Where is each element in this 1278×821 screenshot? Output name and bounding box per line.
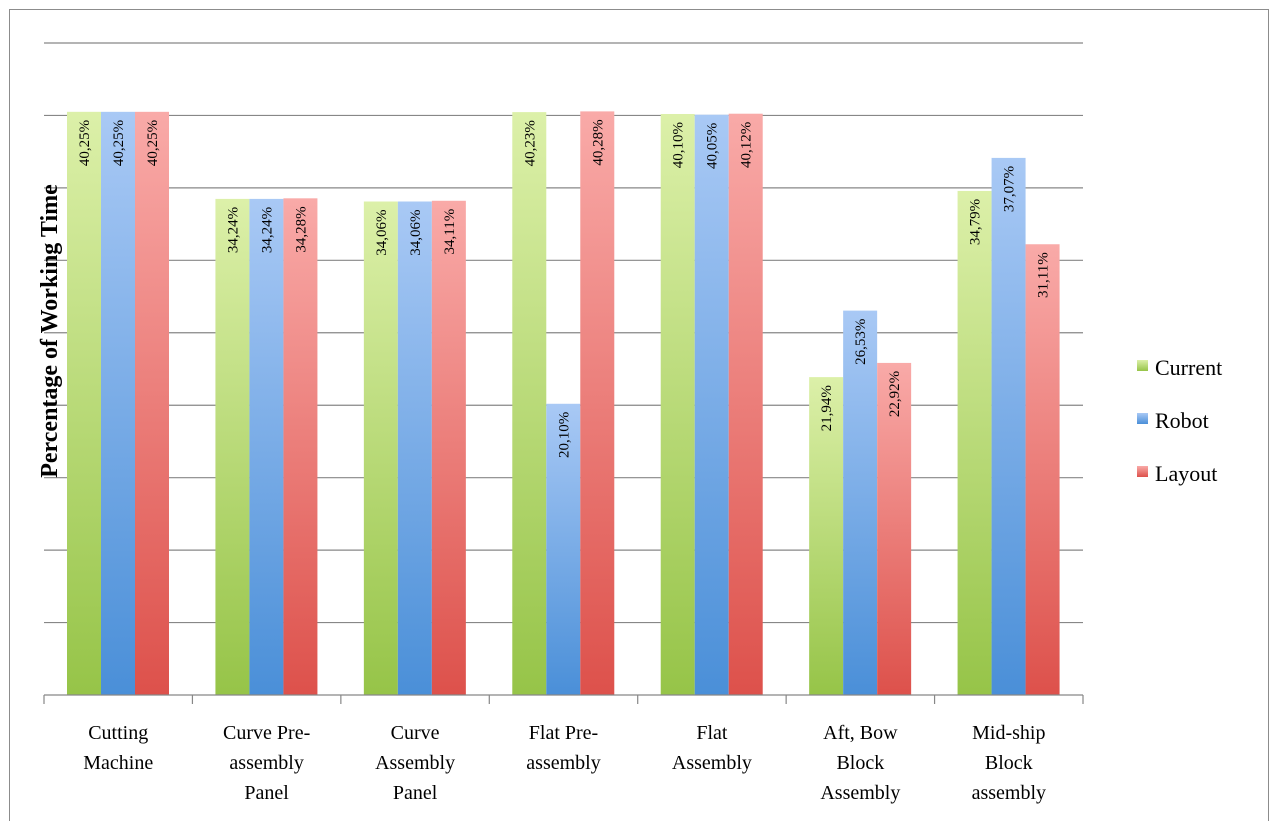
data-label: 34,06% — [374, 210, 390, 256]
data-label: 40,25% — [77, 120, 93, 166]
data-label: 40,05% — [705, 123, 721, 169]
y-axis-title: Percentage of Working Time — [37, 184, 63, 478]
x-tick-label: Flat Pre-assembly — [526, 722, 600, 774]
bar-current — [660, 113, 695, 696]
bar-robot — [249, 198, 284, 695]
data-label: 40,12% — [739, 122, 755, 168]
bar-current — [512, 112, 547, 695]
x-tick-labels: Cutting Machine Curve Pre-assembly Panel Cur… — [83, 722, 1046, 804]
bar-robot — [694, 114, 729, 696]
data-label: 31,11% — [1036, 252, 1052, 298]
bar-robot — [397, 201, 432, 696]
bar-layout — [1025, 244, 1060, 695]
data-label: 40,28% — [590, 119, 606, 165]
data-label: 40,25% — [145, 120, 161, 166]
data-label: 20,10% — [556, 412, 572, 458]
data-label: 40,23% — [522, 120, 538, 166]
x-tick-label: Mid-ship Block assembly — [972, 722, 1046, 804]
data-label: 34,24% — [225, 207, 241, 253]
data-labels: 40,25% 34,24% 34,06% 40,23% 40,10% 21,94% 34,7… — [77, 119, 1052, 458]
legend-swatch-robot — [1137, 413, 1148, 424]
bar-robot — [546, 403, 581, 695]
x-tick-label: Flat Assembly — [672, 722, 752, 774]
legend-label-layout: Layout — [1155, 461, 1217, 486]
bar-current — [809, 377, 844, 695]
x-tick-label: Aft, Bow Block Assembly — [820, 722, 900, 804]
bar-layout — [431, 200, 466, 695]
legend: Current Robot Layout — [1137, 355, 1222, 486]
data-label: 34,06% — [408, 210, 424, 256]
legend-swatch-current — [1137, 360, 1148, 371]
legend-label-current: Current — [1155, 355, 1222, 380]
x-tick-label: Cutting Machine — [83, 722, 153, 774]
data-label: 40,10% — [671, 122, 687, 168]
x-tick-label: Curve Pre-assembly Panel — [223, 722, 310, 804]
bar-current — [215, 198, 250, 695]
data-label: 34,11% — [442, 209, 458, 255]
bar-robot — [843, 310, 878, 695]
data-label: 21,94% — [819, 385, 835, 431]
bar-current — [67, 111, 101, 696]
bar-current — [957, 190, 992, 695]
bar-robot — [991, 157, 1026, 695]
data-label: 37,07% — [1002, 166, 1018, 212]
data-label: 26,53% — [853, 319, 869, 365]
data-label: 34,79% — [968, 199, 984, 245]
bar-layout — [728, 113, 763, 695]
legend-swatch-layout — [1137, 466, 1148, 477]
data-label: 22,92% — [887, 371, 903, 417]
x-tick-label: Curve Assembly Panel — [375, 722, 455, 804]
data-label: 34,24% — [259, 207, 275, 253]
bar-robot — [101, 111, 135, 696]
bar-layout — [580, 111, 615, 695]
bar-layout — [135, 111, 169, 696]
data-label: 40,25% — [111, 120, 127, 166]
legend-label-robot: Robot — [1155, 408, 1209, 433]
bar-current — [363, 201, 398, 696]
bar-layout — [877, 362, 912, 695]
x-axis — [43, 694, 1084, 704]
bar-layout — [283, 198, 318, 695]
data-label: 34,28% — [293, 206, 309, 252]
bars — [67, 111, 1060, 696]
